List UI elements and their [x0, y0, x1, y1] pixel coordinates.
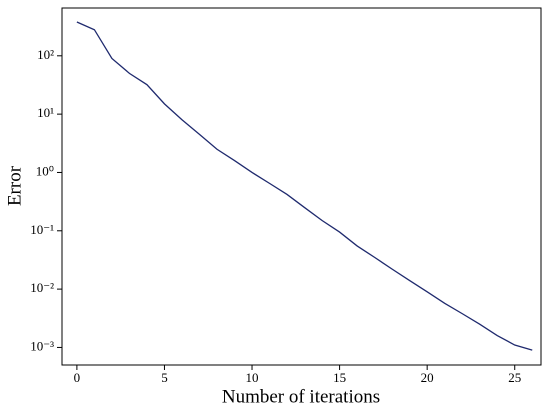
x-tick-label: 15: [333, 370, 346, 385]
plot-frame: [61, 7, 542, 366]
x-tick-label: 25: [508, 370, 521, 385]
y-tick-label: 10⁰: [36, 163, 54, 178]
y-axis-title: Error: [4, 165, 25, 206]
y-tick-label: 10²: [37, 47, 54, 62]
y-tick-label: 10⁻³: [30, 338, 54, 353]
x-tick-label: 20: [421, 370, 434, 385]
x-axis-title: Number of iterations: [222, 386, 380, 407]
x-tick-label: 10: [246, 370, 259, 385]
data-line: [76, 21, 533, 351]
x-tick-label: 0: [74, 370, 81, 385]
y-tick-label: 10⁻²: [30, 280, 54, 295]
y-tick-label: 10⁻¹: [30, 222, 54, 237]
x-tick-label: 5: [161, 370, 168, 385]
y-tick-label: 10¹: [37, 105, 54, 120]
